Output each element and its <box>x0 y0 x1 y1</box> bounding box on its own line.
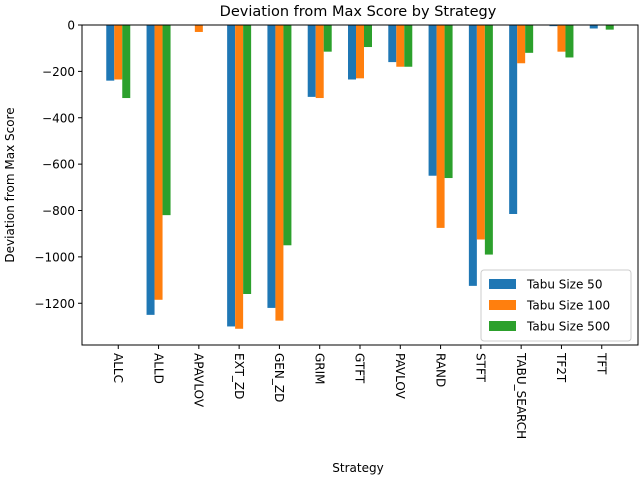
y-axis-title: Deviation from Max Score <box>3 107 17 262</box>
y-axis-ticks: 0 −200 −400 −600 −800 −1000 −1200 <box>34 19 82 311</box>
bar-gtft-series-3 <box>364 25 372 48</box>
legend-swatch <box>489 300 516 310</box>
bar-tf2t-series-1 <box>549 25 558 27</box>
bar-rand-series-3 <box>444 25 453 179</box>
x-axis-ticks: ALLC ALLD APAVLOV EXT_ZD GEN_ZD GRIM GTFT PAVLO… <box>111 345 608 439</box>
x-tick-label: GTFT <box>353 353 367 384</box>
bar-gen-zd-series-3 <box>283 25 292 246</box>
bar-tft-series-1 <box>589 25 598 29</box>
x-tick-label: EXT_ZD <box>232 353 246 399</box>
bar-grim-series-3 <box>323 25 332 52</box>
y-tick-label: −1200 <box>34 297 75 311</box>
x-tick-label: ALLC <box>111 353 125 383</box>
bar-alld-series-2 <box>154 25 163 300</box>
legend: Tabu Size 50 Tabu Size 100 Tabu Size 500 <box>480 269 632 342</box>
bar-tft-series-3 <box>605 25 614 30</box>
y-tick-label: −400 <box>42 111 75 125</box>
bar-tabu-search-series-2 <box>517 25 526 64</box>
bar-ext-zd-series-1 <box>227 25 236 327</box>
x-tick-label: APAVLOV <box>192 353 206 408</box>
y-tick-label: −600 <box>42 158 75 172</box>
bar-tf2t-series-2 <box>557 25 566 52</box>
bars-group <box>106 25 614 329</box>
y-tick-label: −800 <box>42 204 75 218</box>
x-tick-label: GRIM <box>312 353 326 385</box>
chart-title: Deviation from Max Score by Strategy <box>220 4 497 20</box>
bar-gen-zd-series-2 <box>275 25 284 321</box>
bar-grim-series-2 <box>315 25 324 99</box>
legend-label: Tabu Size 500 <box>526 320 610 334</box>
bar-pavlov-series-3 <box>404 25 413 67</box>
bar-grim-series-1 <box>307 25 316 97</box>
x-tick-label: STFT <box>474 353 488 383</box>
bar-tabu-search-series-3 <box>525 25 534 53</box>
bar-tf2t-series-3 <box>565 25 574 58</box>
bar-stft-series-3 <box>484 25 493 255</box>
legend-swatch <box>489 321 516 331</box>
bar-rand-series-2 <box>436 25 445 228</box>
x-tick-label: RAND <box>433 353 447 387</box>
x-tick-label: TFT <box>594 352 608 375</box>
x-tick-label: TF2T <box>554 352 568 383</box>
bar-gen-zd-series-1 <box>267 25 276 308</box>
bar-allc-series-3 <box>122 25 131 99</box>
y-tick-label: −200 <box>42 65 75 79</box>
bar-rand-series-1 <box>428 25 437 176</box>
legend-label: Tabu Size 50 <box>526 278 602 292</box>
bar-tabu-search-series-1 <box>509 25 518 214</box>
bar-ext-zd-series-3 <box>243 25 252 294</box>
bar-alld-series-1 <box>146 25 155 315</box>
x-tick-label: PAVLOV <box>393 353 407 400</box>
bar-pavlov-series-2 <box>396 25 405 67</box>
y-tick-label: −1000 <box>34 250 75 264</box>
bar-stft-series-1 <box>468 25 477 286</box>
x-tick-label: GEN_ZD <box>272 353 286 402</box>
bar-gtft-series-2 <box>356 25 364 79</box>
bar-ext-zd-series-2 <box>235 25 244 329</box>
bar-allc-series-2 <box>114 25 123 80</box>
bar-allc-series-1 <box>106 25 115 81</box>
bar-alld-series-3 <box>162 25 171 216</box>
bar-gtft-series-1 <box>348 25 356 80</box>
y-tick-label: 0 <box>67 19 75 33</box>
bar-apavlov-series-2 <box>194 25 203 32</box>
x-axis-title: Strategy <box>332 461 383 475</box>
bar-stft-series-2 <box>476 25 485 240</box>
legend-label: Tabu Size 100 <box>526 299 610 313</box>
legend-box <box>480 269 632 342</box>
legend-swatch <box>489 279 516 289</box>
bar-pavlov-series-1 <box>388 25 397 63</box>
x-tick-label: ALLD <box>151 353 165 384</box>
x-tick-label: TABU_SEARCH <box>514 352 528 439</box>
